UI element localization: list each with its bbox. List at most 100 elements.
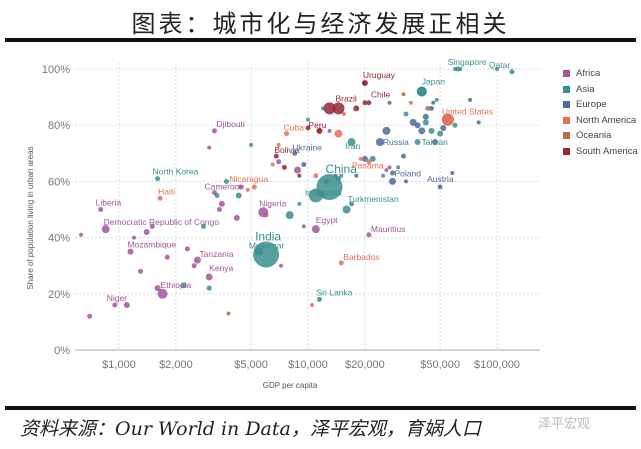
legend-swatch-icon <box>563 70 570 78</box>
point-label: Kenya <box>209 263 233 273</box>
data-point <box>354 173 359 178</box>
point-label: Mauritius <box>371 224 405 234</box>
point-label: Russia <box>383 137 409 147</box>
data-point <box>157 195 163 201</box>
data-point <box>437 184 443 190</box>
data-point <box>361 155 368 162</box>
data-point <box>403 111 409 117</box>
legend-swatch-icon <box>563 101 570 109</box>
data-point <box>164 254 170 260</box>
data-point <box>422 113 429 120</box>
data-point <box>251 184 257 190</box>
data-point <box>384 168 389 173</box>
x-tick-label: $1,000 <box>102 359 136 371</box>
data-point <box>409 118 417 126</box>
point-label: Poland <box>395 168 422 178</box>
point-label: Liberia <box>96 198 122 208</box>
point-label: Mozambique <box>127 240 176 250</box>
data-point <box>87 313 93 319</box>
point-label: Turkmenistan <box>348 194 399 204</box>
data-point <box>416 86 427 97</box>
data-point <box>425 105 431 111</box>
data-point <box>323 102 336 115</box>
data-point <box>342 205 351 214</box>
data-point <box>468 97 473 102</box>
point-label: Chile <box>371 90 391 100</box>
data-point <box>349 201 355 207</box>
x-axis-title: GDP per capita <box>263 381 318 390</box>
point-label: Indonesia <box>305 187 342 197</box>
data-point <box>218 200 225 207</box>
data-point <box>281 164 287 170</box>
data-point <box>180 282 187 289</box>
data-point <box>339 173 344 178</box>
legend-item: Asia <box>563 82 638 98</box>
data-point <box>101 225 110 234</box>
data-point <box>316 127 323 134</box>
data-point <box>382 126 391 135</box>
chart-title: 图表：城市化与经济发展正相关 <box>131 10 510 38</box>
data-point <box>450 170 455 175</box>
legend-label: North America <box>576 114 637 126</box>
data-point <box>387 100 392 105</box>
point-label: Uruguay <box>363 70 396 80</box>
legend-label: Oceania <box>576 130 612 142</box>
data-point <box>390 170 396 176</box>
point-label: Taiwan <box>421 137 448 147</box>
data-point <box>297 201 302 206</box>
data-point <box>306 117 310 122</box>
y-tick-label: 0% <box>54 345 70 357</box>
data-point <box>389 177 397 185</box>
data-point <box>375 138 384 147</box>
data-point <box>193 256 201 264</box>
data-point <box>127 248 134 255</box>
point-label: Peru <box>308 120 326 130</box>
point-label: Nigeria <box>259 198 286 208</box>
point-label: Haiti <box>158 186 175 196</box>
point-label: United States <box>442 107 493 117</box>
data-point <box>245 187 250 192</box>
legend: Africa Asia Europe North America Oceania Sout… <box>563 66 638 159</box>
point-label: Nicaragua <box>229 174 268 184</box>
legend-item: Africa <box>563 66 638 82</box>
data-point <box>452 122 458 128</box>
data-point <box>327 128 332 133</box>
data-point <box>233 214 240 221</box>
data-point <box>258 207 269 218</box>
data-point <box>308 188 323 203</box>
data-point <box>418 127 426 135</box>
data-point <box>184 246 190 252</box>
data-point <box>276 159 282 165</box>
point-label: Sri Lanka <box>316 287 352 297</box>
data-point <box>408 100 413 105</box>
point-label: China <box>326 162 358 176</box>
legend-swatch-icon <box>563 132 570 140</box>
data-point <box>294 166 302 174</box>
point-label: Austria <box>427 174 454 184</box>
data-point <box>476 120 481 125</box>
data-point <box>495 67 499 71</box>
data-point <box>249 142 254 147</box>
data-point <box>270 162 275 167</box>
data-point <box>387 165 392 170</box>
data-point <box>347 138 356 147</box>
point-label: Ethiopia <box>161 280 192 290</box>
data-point <box>292 150 298 156</box>
data-point <box>157 288 168 299</box>
data-point <box>273 153 279 159</box>
data-point <box>98 207 104 212</box>
legend-label: Asia <box>576 83 595 95</box>
point-label: Egypt <box>316 215 338 225</box>
y-tick-label: 80% <box>48 120 70 132</box>
point-label: Qatar <box>489 60 510 70</box>
bottom-divider <box>5 406 636 410</box>
data-point <box>428 105 434 111</box>
x-tick-label: $10,000 <box>288 359 328 371</box>
legend-item: South America <box>563 144 638 160</box>
legend-label: Europe <box>576 99 607 111</box>
data-point <box>311 225 320 234</box>
data-point <box>138 268 144 274</box>
data-point <box>432 139 439 146</box>
x-tick-label: $5,000 <box>234 359 268 371</box>
